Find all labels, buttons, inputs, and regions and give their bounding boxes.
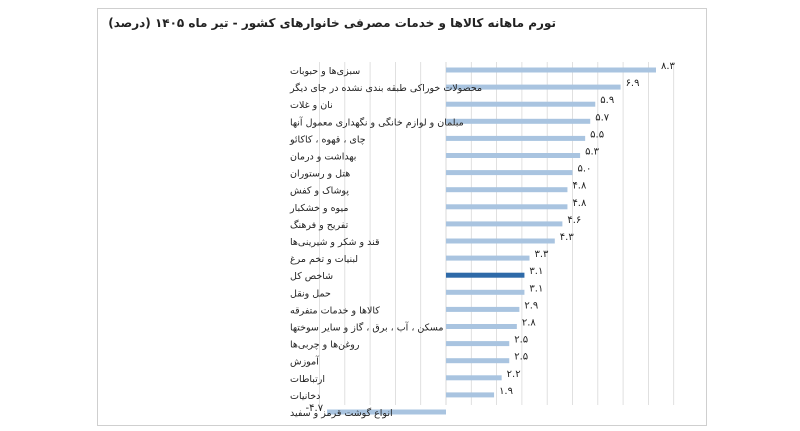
data-label: ۴.۸ <box>572 198 587 209</box>
data-label: ۳.۳ <box>534 249 549 260</box>
data-label: ۲.۸ <box>522 318 537 329</box>
category-label: مبلمان و لوازم خانگی و نگهداری معمول آنه… <box>290 115 464 128</box>
category-label: پوشاک و کفش <box>290 186 349 197</box>
bar <box>446 341 510 347</box>
bar <box>446 204 568 210</box>
category-label: حمل ونقل <box>290 288 331 299</box>
category-label: نان و غلات <box>290 100 333 111</box>
category-label: ارتباطات <box>290 374 325 385</box>
bar <box>446 375 502 381</box>
bar <box>446 135 586 141</box>
bar <box>446 101 596 107</box>
data-label: ۶.۹ <box>626 78 640 89</box>
data-label: ۳.۱ <box>529 266 543 277</box>
bar <box>446 306 520 312</box>
category-label: آموزش <box>290 355 319 368</box>
category-label: محصولات خوراکی طبقه بندی نشده در جای دیگ… <box>289 82 482 94</box>
bar <box>446 392 495 398</box>
category-label: بهداشت و درمان <box>290 152 356 163</box>
chart-title: تورم ماهانه کالاها و خدمات مصرفی خانواره… <box>108 16 556 30</box>
bar <box>446 238 555 244</box>
category-label: لبنیات و تخم مرغ <box>290 254 358 265</box>
category-label: شاخص کل <box>290 271 333 282</box>
chart-frame <box>97 8 707 426</box>
category-label: چای ، قهوه ، کاکائو <box>289 134 366 145</box>
data-label: ۸.۳ <box>661 61 676 72</box>
data-label: ۵.۰ <box>578 164 592 175</box>
data-label: ۲.۵ <box>514 352 528 363</box>
bar <box>446 221 563 227</box>
category-label: کالاها و خدمات متفرقه <box>290 305 380 316</box>
bar <box>446 170 573 176</box>
data-label: -۴.۷ <box>306 403 324 414</box>
data-label: ۲.۵ <box>514 335 528 346</box>
bar <box>446 289 525 295</box>
data-label: ۱.۹ <box>499 386 513 397</box>
bar <box>446 187 568 193</box>
category-label: دخانیات <box>290 391 320 402</box>
bar <box>446 324 517 329</box>
category-label: میوه و خشکبار <box>289 203 348 214</box>
data-label: ۴.۸ <box>572 181 587 192</box>
bar <box>446 118 591 124</box>
data-label: ۵.۹ <box>600 95 614 106</box>
bar <box>446 153 581 158</box>
data-label: ۲.۹ <box>524 300 538 311</box>
bar <box>446 84 621 90</box>
bar <box>446 255 530 261</box>
data-label: ۴.۶ <box>567 215 581 226</box>
data-label: ۵.۳ <box>585 147 600 158</box>
bar <box>446 67 656 73</box>
bar <box>327 409 446 415</box>
category-label: هتل و رستوران <box>290 169 350 180</box>
data-label: ۴.۳ <box>560 232 575 243</box>
category-label: قند و شکر و شیرینی‌ها <box>290 237 380 248</box>
category-label: مسکن ، آب ، برق ، گاز و سایر سوختها <box>290 321 443 334</box>
category-label: روغن‌ها و چربی‌ها <box>290 340 360 351</box>
category-label: انواع گوشت قرمز و سفید <box>290 407 393 419</box>
bar <box>446 358 510 364</box>
data-label: ۵.۷ <box>595 112 610 123</box>
category-label: تفریح و فرهنگ <box>290 219 349 231</box>
data-label: ۳.۱ <box>529 283 543 294</box>
data-label: ۵.۵ <box>590 129 604 140</box>
category-label: سبزی‌ها و حبوبات <box>290 66 360 77</box>
data-label: ۲.۲ <box>507 369 521 380</box>
bar <box>446 272 525 278</box>
